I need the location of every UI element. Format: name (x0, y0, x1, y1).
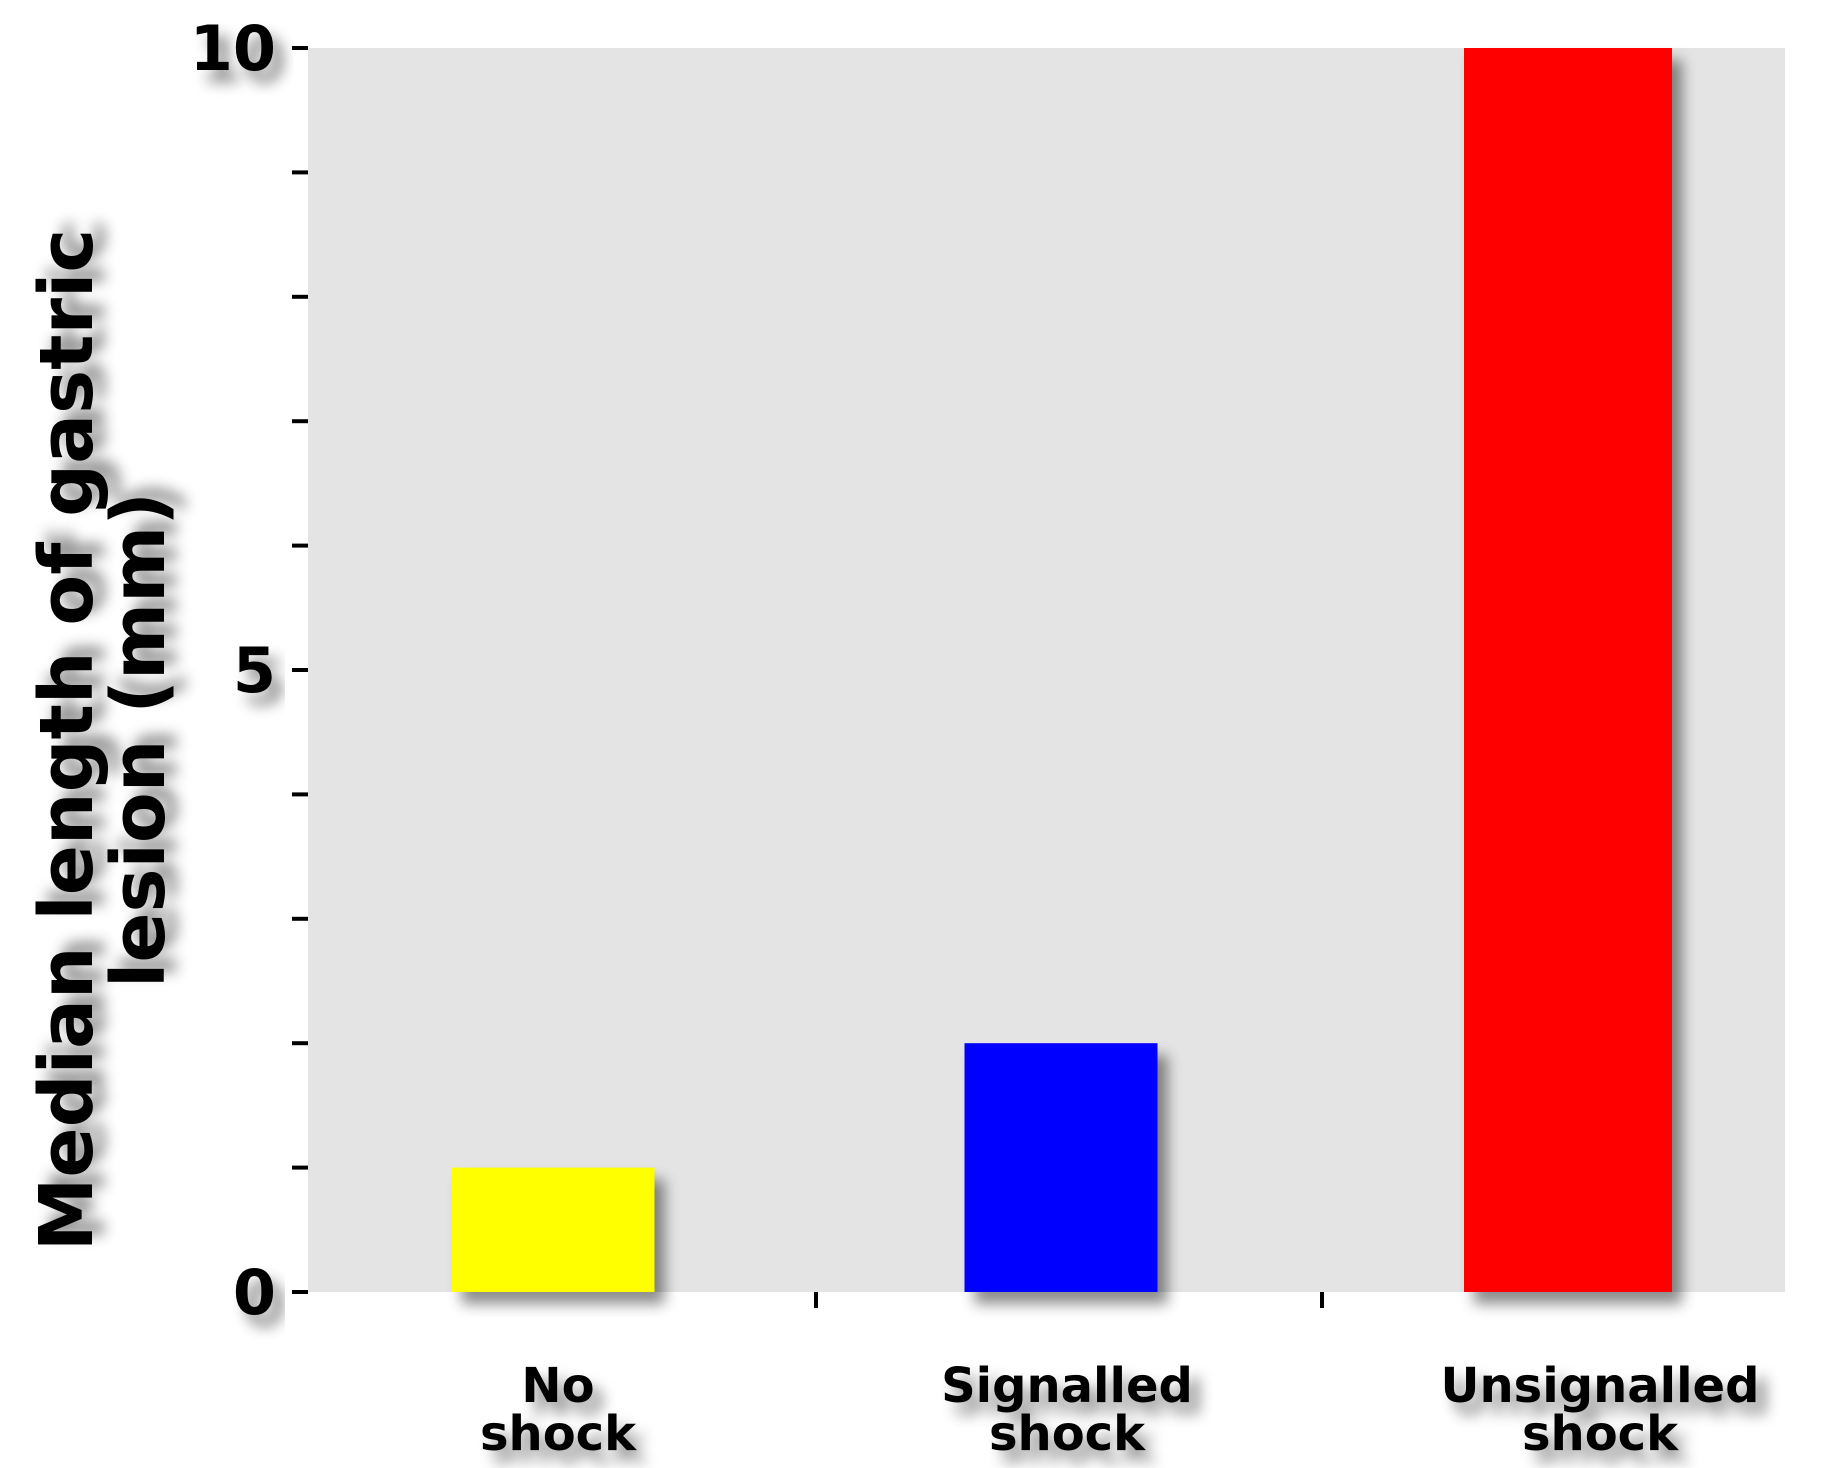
category-label-line: No (521, 1358, 594, 1414)
category-label-line: Signalled (941, 1358, 1193, 1414)
category-label-line: shock (989, 1406, 1146, 1462)
bar-1 (964, 1043, 1158, 1292)
ticks-group: 0 5 10 (190, 12, 1324, 1329)
category-label-line: shock (1522, 1406, 1679, 1462)
y-axis-title-line: Median length of gastric (24, 229, 110, 1251)
y-axis-title-line: lesion (mm) (96, 492, 182, 988)
y-tick-label-5: 5 (233, 634, 276, 707)
axes-group (300, 34, 1831, 1300)
category-label-line: shock (480, 1406, 637, 1462)
category-label-0: No shock (480, 1358, 637, 1462)
bar-2 (1464, 48, 1672, 1292)
bars-group (451, 48, 1672, 1292)
y-axis-title-group: Median length of gastriclesion (mm) (24, 229, 182, 1251)
y-tick-label-0: 0 (233, 1256, 276, 1329)
y-tick-label-10: 10 (190, 12, 276, 85)
y-axis-title: Median length of gastriclesion (mm) (24, 229, 182, 1251)
category-label-line: Unsignalled (1441, 1358, 1760, 1414)
bar-0 (451, 1167, 655, 1292)
category-label-2: Unsignalled shock (1441, 1358, 1760, 1462)
category-label-1: Signalled shock (941, 1358, 1193, 1462)
